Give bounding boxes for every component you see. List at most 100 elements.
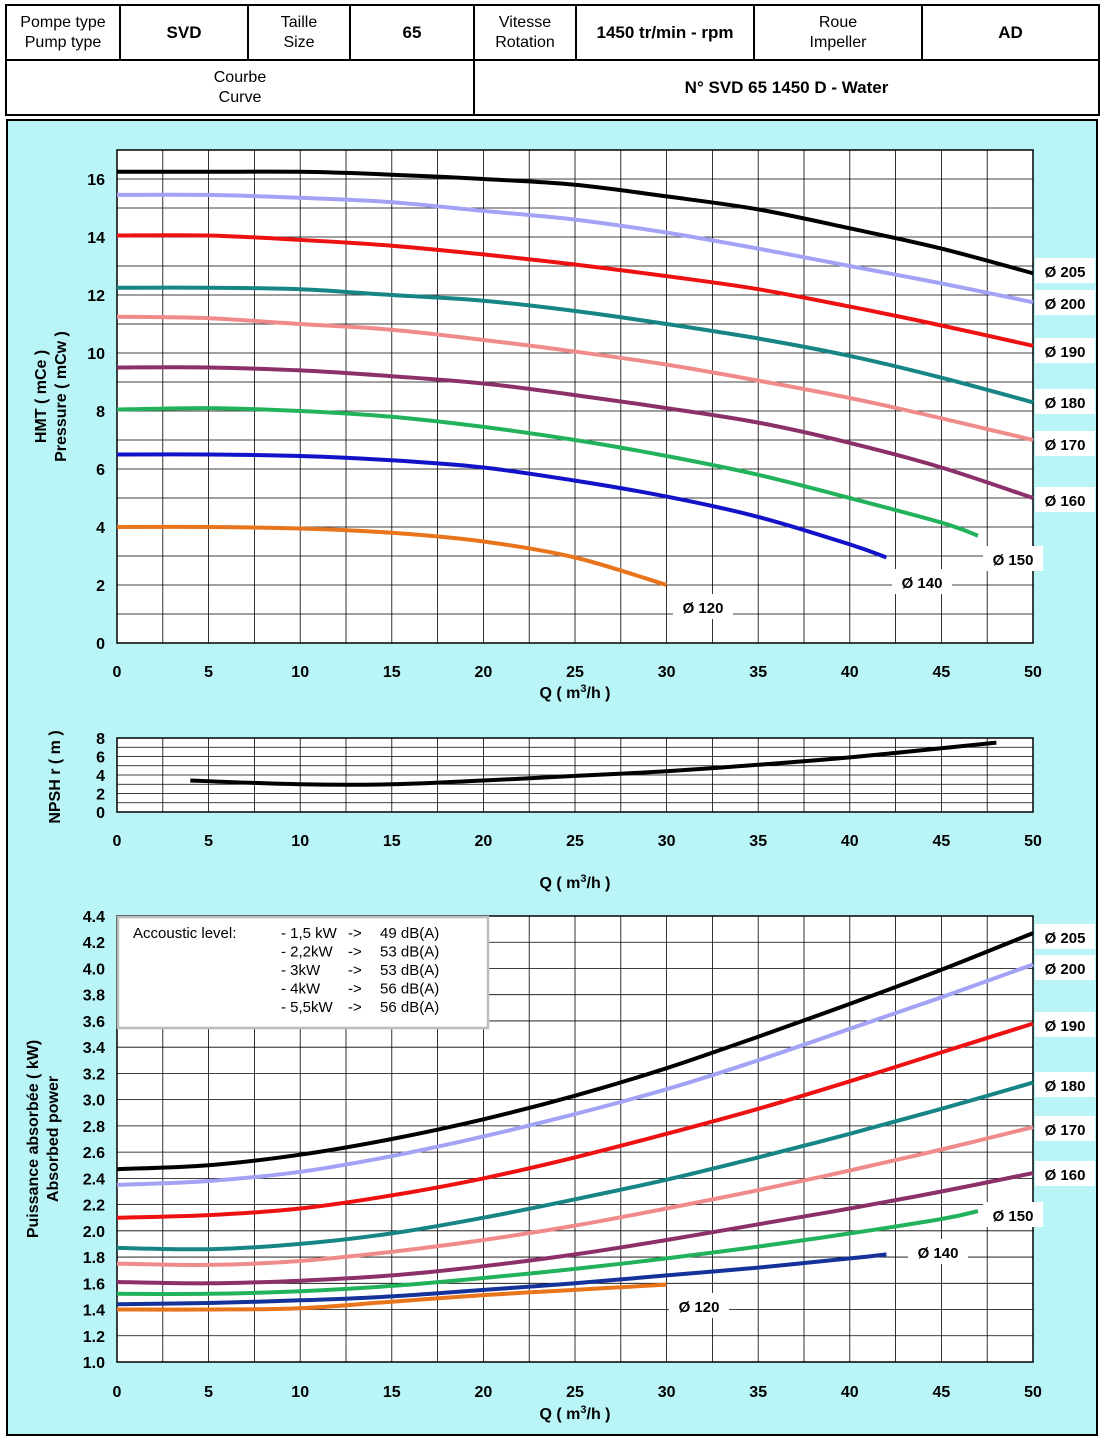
curve-label-text: Ø 180 (1045, 395, 1086, 412)
curve-label: Ø 190 (1035, 1012, 1095, 1037)
curve-label-text: Ø 190 (1045, 1018, 1086, 1035)
series-line-140 (116, 452, 888, 560)
x-tick-label: 25 (566, 664, 584, 681)
curve-label-text: Ø 150 (993, 1208, 1034, 1225)
acoustic-power: - 2,2kW (281, 944, 334, 961)
y-axis-label: NPSH r ( m ) (47, 730, 64, 823)
pump-type-value: SVD (119, 4, 249, 61)
y-tick-label: 2.6 (83, 1145, 105, 1162)
acoustic-power: - 3kW (281, 962, 321, 979)
curve-label: Ø 200 (1035, 290, 1095, 315)
grid (117, 738, 1033, 812)
series-line-190 (116, 1021, 1034, 1220)
curve-label-box (1035, 290, 1095, 315)
y-tick-label: 1.6 (83, 1276, 105, 1293)
curve-label-box (673, 594, 733, 619)
y-tick-label: 0 (96, 805, 105, 822)
series-group (190, 740, 997, 787)
acoustic-arrow: -> (348, 925, 362, 942)
x-tick-label: 5 (204, 664, 213, 681)
y-tick-label: 12 (87, 288, 105, 305)
y-tick-label: 4.0 (83, 961, 105, 978)
x-axis-label: Q ( m3/h ) (539, 683, 610, 702)
curve-label-text: Ø 150 (993, 552, 1034, 569)
y-tick-label: 2.8 (83, 1119, 105, 1136)
x-tick-label: 40 (841, 664, 859, 681)
y-tick-label: 4.4 (83, 909, 105, 926)
x-tick-label: 15 (383, 833, 401, 850)
curve-label-box (1035, 1116, 1095, 1141)
x-tick-label: 25 (566, 1384, 584, 1401)
curve-label-text: Ø 180 (1045, 1078, 1086, 1095)
x-tick-label: 5 (204, 1384, 213, 1401)
series-line-190 (116, 233, 1034, 348)
curve-label: Ø 140 (908, 1239, 968, 1264)
size-label: Taille Size (247, 4, 351, 61)
curve-label-box (669, 1293, 729, 1318)
curve-label-text: Ø 190 (1045, 344, 1086, 361)
acoustic-arrow: -> (348, 944, 362, 961)
x-tick-label: 20 (475, 664, 493, 681)
curve-label-box (1035, 431, 1095, 456)
curve-label: Ø 160 (1035, 1161, 1095, 1186)
curve-label: Ø 120 (673, 594, 733, 619)
y-tick-label: 3.8 (83, 988, 105, 1005)
series-line-205 (116, 169, 1034, 276)
x-axis-label: Q ( m3/h ) (539, 873, 610, 892)
curve-label: Ø 180 (1035, 1072, 1095, 1097)
curve-label-text: Ø 205 (1045, 264, 1086, 281)
speed-value: 1450 tr/min - rpm (575, 4, 755, 61)
y-tick-label: 1.2 (83, 1329, 105, 1346)
curve-label-text: Ø 160 (1045, 493, 1086, 510)
curve-label-text: Ø 170 (1045, 437, 1086, 454)
x-tick-label: 10 (291, 833, 309, 850)
acoustic-level: 53 dB(A) (380, 962, 439, 979)
y-tick-label: 2.0 (83, 1224, 105, 1241)
acoustic-arrow: -> (348, 962, 362, 979)
x-tick-label: 0 (113, 1384, 122, 1401)
y-tick-label: 4 (96, 520, 105, 537)
x-tick-label: 5 (204, 833, 213, 850)
series-line-150 (116, 1209, 979, 1296)
curve-label-box (1035, 924, 1095, 949)
x-tick-label: 40 (841, 833, 859, 850)
series-line-180 (116, 285, 1034, 405)
y-tick-label: 1.4 (83, 1303, 105, 1320)
series-line-150 (116, 406, 979, 538)
chart-panel-3: 0 5 10 15 20 25 30 35 40 45 50 1.0 1.2 1.4 1.6 1.8 2.0 2.… (25, 909, 1095, 1423)
x-tick-label: 50 (1024, 833, 1042, 850)
y-tick-label: 4.2 (83, 935, 105, 952)
x-tick-label: 20 (475, 1384, 493, 1401)
acoustic-level: 56 dB(A) (380, 981, 439, 998)
curve-label-box (1035, 955, 1095, 980)
x-tick-label: 35 (749, 1384, 767, 1401)
curve-label: Ø 120 (669, 1293, 729, 1318)
curve-label: Ø 205 (1035, 258, 1095, 283)
curve-label-box (983, 546, 1043, 571)
curve-label-text: Ø 170 (1045, 1122, 1086, 1139)
x-tick-label: 25 (566, 833, 584, 850)
x-tick-label: 40 (841, 1384, 859, 1401)
series-line-205 (116, 931, 1034, 1172)
y-axis-label: HMT ( mCe ) (33, 350, 50, 443)
curve-label-text: Ø 200 (1045, 961, 1086, 978)
curve-label: Ø 180 (1035, 389, 1095, 414)
series-line-180 (116, 1080, 1034, 1252)
chart-panel-1: 0 5 10 15 20 25 30 35 40 45 50 0 2 4 6 8 10 12 14 16 Q ( m3/… (33, 149, 1095, 702)
acoustic-title: Accoustic level: (133, 925, 236, 942)
y-axis-label: Absorbed power (45, 1076, 62, 1202)
series-line-170 (116, 314, 1034, 442)
x-tick-label: 45 (933, 1384, 951, 1401)
y-tick-label: 8 (96, 404, 105, 421)
acoustic-power: - 1,5 kW (281, 925, 338, 942)
curve-label: Ø 150 (983, 546, 1043, 571)
x-tick-label: 0 (113, 664, 122, 681)
speed-label: Vitesse Rotation (473, 4, 577, 61)
curve-label: Ø 150 (983, 1202, 1043, 1227)
acoustic-box: Accoustic level: - 1,5 kW -> 49 dB(A) - 2,2k… (116, 915, 490, 1030)
x-tick-label: 50 (1024, 1384, 1042, 1401)
curve-label: Ø 200 (1035, 955, 1095, 980)
